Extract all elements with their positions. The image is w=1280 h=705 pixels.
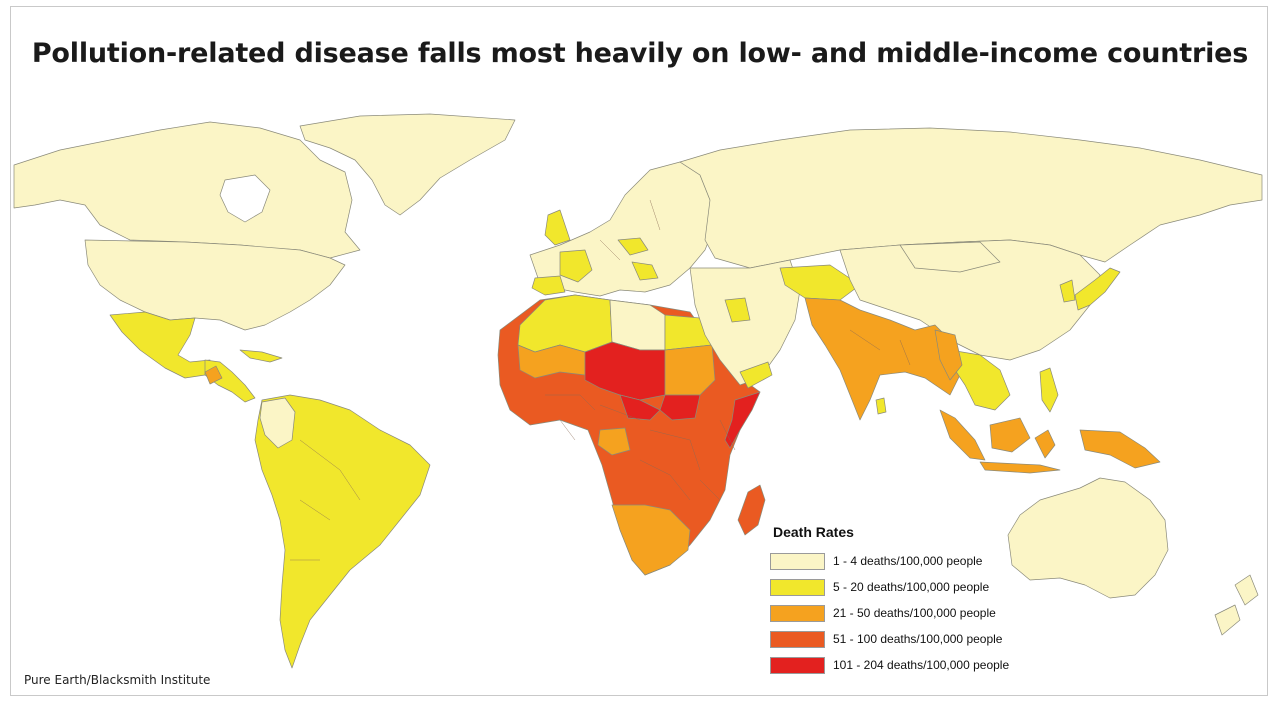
legend-title: Death Rates <box>773 524 854 540</box>
region-caribbean <box>239 349 283 363</box>
legend-swatch <box>770 604 825 622</box>
region-uk <box>544 209 571 246</box>
region-russia <box>679 127 1263 269</box>
map-legend: Death Rates 1 - 4 deaths/100,000 people … <box>770 524 1050 678</box>
legend-label: 1 - 4 deaths/100,000 people <box>833 554 983 568</box>
region-sumatra <box>939 409 986 461</box>
region-korea <box>1059 279 1076 303</box>
region-borneo <box>989 417 1031 453</box>
country-borders <box>290 199 911 561</box>
legend-label: 51 - 100 deaths/100,000 people <box>833 632 1003 646</box>
region-papua <box>1079 429 1161 469</box>
region-mongolia <box>899 241 1001 273</box>
region-middle-east <box>689 259 801 386</box>
region-southern-africa <box>611 504 691 576</box>
region-sulawesi <box>1034 429 1056 459</box>
region-south-america <box>254 394 431 669</box>
region-sahel <box>584 341 666 401</box>
region-sudan <box>664 344 716 396</box>
region-central-africa-red <box>619 394 661 421</box>
region-madagascar <box>737 484 766 536</box>
legend-item: 5 - 20 deaths/100,000 people <box>770 574 1050 600</box>
region-java <box>979 461 1061 474</box>
region-north-africa <box>517 294 613 353</box>
region-greenland <box>299 113 516 216</box>
region-south-asia <box>804 297 961 421</box>
region-sri-lanka <box>875 397 887 415</box>
legend-swatch <box>770 630 825 648</box>
region-yemen <box>739 361 773 389</box>
region-philippines <box>1039 367 1059 413</box>
region-gabon <box>597 427 631 456</box>
region-balkans <box>631 261 659 281</box>
legend-item: 1 - 4 deaths/100,000 people <box>770 548 1050 574</box>
legend-label: 101 - 204 deaths/100,000 people <box>833 658 1010 672</box>
legend-swatch <box>770 578 825 596</box>
source-credit: Pure Earth/Blacksmith Institute <box>24 673 211 687</box>
region-iraq <box>724 297 751 323</box>
map-title: Pollution-related disease falls most hea… <box>31 38 1249 69</box>
legend-swatch <box>770 656 825 674</box>
region-spain <box>531 275 566 296</box>
region-myanmar <box>934 329 963 381</box>
region-new-zealand-south <box>1214 604 1241 636</box>
region-colombia <box>259 397 296 449</box>
region-china <box>839 239 1101 361</box>
legend-item: 101 - 204 deaths/100,000 people <box>770 652 1050 678</box>
region-north-america-north <box>13 121 361 259</box>
region-guatemala <box>204 365 223 385</box>
region-australia <box>1007 477 1169 599</box>
region-mexico <box>109 311 211 379</box>
legend-item: 21 - 50 deaths/100,000 people <box>770 600 1050 626</box>
region-usa <box>84 239 346 331</box>
legend-label: 5 - 20 deaths/100,000 people <box>833 580 990 594</box>
region-new-zealand <box>1234 574 1259 606</box>
region-southeast-asia <box>949 349 1011 411</box>
legend-swatch <box>770 552 825 570</box>
region-france <box>559 249 593 283</box>
region-japan <box>1074 267 1121 311</box>
legend-label: 21 - 50 deaths/100,000 people <box>833 606 996 620</box>
legend-item: 51 - 100 deaths/100,000 people <box>770 626 1050 652</box>
map-frame <box>10 6 1268 696</box>
region-east-europe <box>617 237 649 256</box>
region-somalia <box>724 391 761 449</box>
region-mauritania <box>517 344 586 379</box>
region-south-sudan <box>659 394 701 421</box>
hudson-bay <box>219 174 271 223</box>
